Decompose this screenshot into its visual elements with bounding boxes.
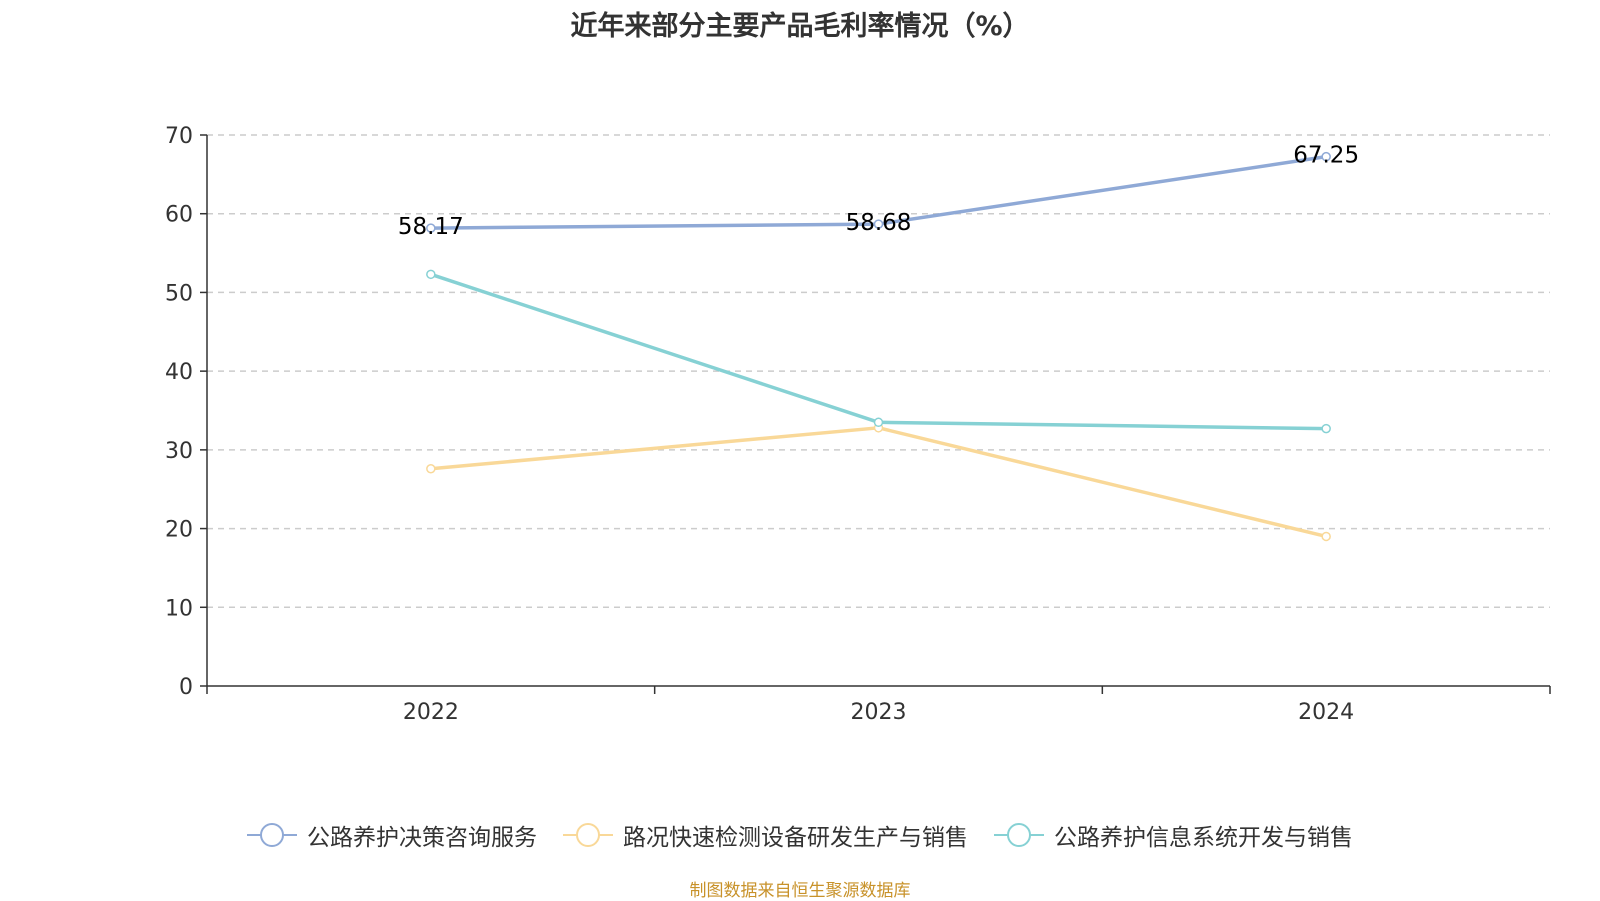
legend-item[interactable]: 路况快速检测设备研发生产与销售 bbox=[563, 818, 968, 852]
data-label: 58.17 bbox=[398, 214, 464, 240]
legend: 公路养护决策咨询服务 路况快速检测设备研发生产与销售 公路养护信息系统开发与销售 bbox=[0, 818, 1600, 852]
y-tick-label: 0 bbox=[179, 675, 193, 700]
data-point bbox=[873, 219, 884, 229]
y-tick-label: 40 bbox=[165, 360, 193, 385]
legend-marker-icon bbox=[563, 823, 613, 847]
y-tick-label: 70 bbox=[165, 124, 193, 149]
x-tick-label: 2022 bbox=[403, 700, 459, 725]
data-point bbox=[873, 417, 884, 428]
series-layer bbox=[426, 151, 1331, 542]
legend-label: 路况快速检测设备研发生产与销售 bbox=[623, 825, 968, 851]
data-point bbox=[1321, 423, 1331, 434]
source-note: 制图数据来自恒生聚源数据库 bbox=[689, 881, 911, 901]
data-label-layer: 58.17 58.68 67.25 bbox=[398, 143, 1359, 240]
data-point bbox=[1321, 151, 1331, 162]
y-tick-label: 60 bbox=[165, 203, 193, 228]
legend-marker-icon bbox=[247, 823, 297, 847]
chart-title: 近年来部分主要产品毛利率情况（%） bbox=[570, 11, 1030, 42]
legend-item[interactable]: 公路养护信息系统开发与销售 bbox=[994, 818, 1353, 852]
data-label: 67.25 bbox=[1293, 143, 1359, 169]
y-tick-label: 30 bbox=[165, 439, 193, 464]
legend-label: 公路养护决策咨询服务 bbox=[307, 825, 537, 851]
x-tick-label: 2023 bbox=[851, 700, 907, 725]
y-tick-label: 10 bbox=[165, 596, 193, 621]
series-line bbox=[430, 426, 1327, 539]
legend-marker-icon bbox=[994, 823, 1044, 847]
data-label: 58.68 bbox=[846, 210, 912, 236]
x-tick-label: 2024 bbox=[1298, 700, 1354, 725]
grid-layer bbox=[207, 134, 1550, 609]
series-line bbox=[430, 272, 1327, 431]
data-point bbox=[1321, 531, 1331, 542]
legend-label: 公路养护信息系统开发与销售 bbox=[1054, 825, 1353, 851]
data-point bbox=[426, 223, 436, 233]
data-point bbox=[426, 463, 436, 474]
legend-item[interactable]: 公路养护决策咨询服务 bbox=[247, 818, 537, 852]
axis-layer: 0 10 20 30 40 50 60 70 2022 2023 2024 bbox=[165, 124, 1551, 725]
y-tick-label: 20 bbox=[165, 518, 193, 543]
data-point bbox=[426, 269, 436, 280]
y-tick-label: 50 bbox=[165, 281, 193, 306]
line-chart: 0 10 20 30 40 50 60 70 2022 2023 2024 58.17 58.68 67… bbox=[165, 124, 1551, 725]
